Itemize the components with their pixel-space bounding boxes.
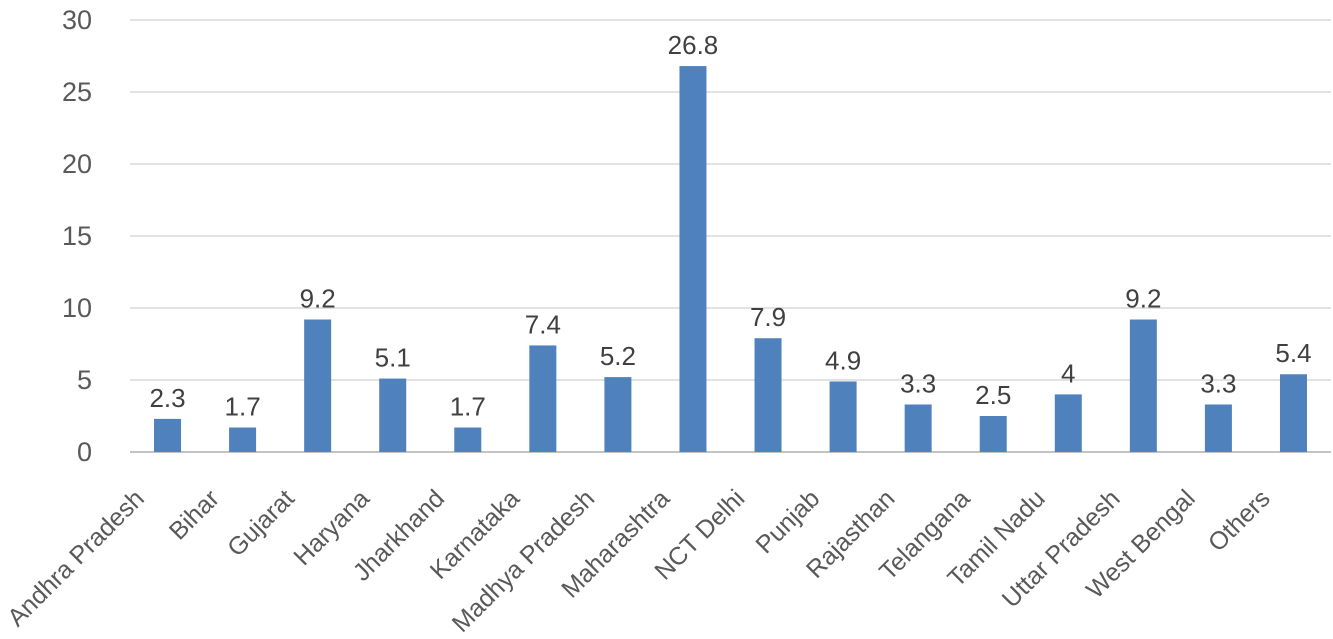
bar-value-label: 5.2: [600, 341, 636, 371]
bar: [829, 381, 857, 452]
bar: [1054, 394, 1082, 452]
bar-value-label: 4: [1061, 358, 1075, 388]
bar-value-label: 5.1: [375, 343, 411, 373]
bar-value-label: 2.3: [149, 383, 185, 413]
bar: [154, 418, 182, 452]
bar: [229, 427, 257, 452]
x-category-label: Andhra Pradesh: [2, 484, 150, 632]
bar-value-label: 1.7: [225, 392, 261, 422]
bar-value-label: 7.9: [750, 302, 786, 332]
bar: [754, 338, 782, 452]
x-category-label: Punjab: [750, 484, 825, 559]
bar: [679, 66, 707, 452]
bar: [304, 319, 332, 452]
bar-value-label: 5.4: [1275, 338, 1311, 368]
y-tick-label: 15: [62, 221, 92, 251]
bar: [904, 404, 932, 452]
bar: [454, 427, 482, 452]
x-category-label: Madhya Pradesh: [447, 484, 600, 637]
bar: [1204, 404, 1232, 452]
bar-value-label: 26.8: [668, 30, 719, 60]
bar-value-label: 4.9: [825, 345, 861, 375]
y-tick-label: 0: [77, 437, 92, 467]
bar-value-label: 1.7: [450, 392, 486, 422]
bar-value-label: 7.4: [525, 309, 561, 339]
y-tick-label: 25: [62, 77, 92, 107]
bar-value-label: 9.2: [300, 284, 336, 314]
bar: [979, 416, 1007, 452]
bar: [604, 377, 632, 452]
bar-value-label: 2.5: [975, 380, 1011, 410]
bar: [1129, 319, 1157, 452]
y-tick-label: 10: [62, 293, 92, 323]
x-category-label: Bihar: [164, 484, 225, 545]
y-tick-label: 30: [62, 5, 92, 35]
bar-value-label: 9.2: [1125, 284, 1161, 314]
bar-value-label: 3.3: [1200, 368, 1236, 398]
y-tick-label: 20: [62, 149, 92, 179]
bar: [1279, 374, 1307, 452]
y-tick-label: 5: [77, 365, 92, 395]
x-category-label: Others: [1203, 484, 1276, 557]
bar-value-label: 3.3: [900, 368, 936, 398]
bar: [379, 378, 407, 452]
bar: [529, 345, 557, 452]
